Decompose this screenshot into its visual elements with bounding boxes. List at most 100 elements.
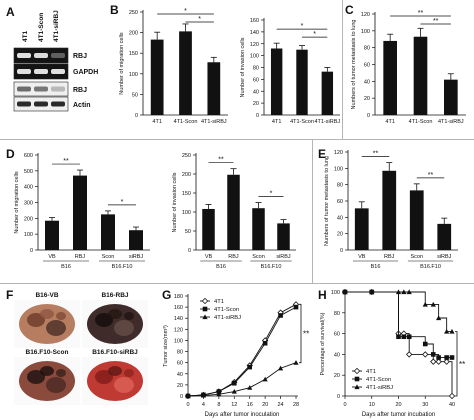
x-tick-label: 8 (217, 402, 220, 408)
lane-label: 4T1-siRBJ (53, 10, 60, 42)
data-point (444, 355, 449, 360)
data-point (422, 341, 428, 347)
y-tick-label: 40 (337, 215, 343, 221)
x-tick-label: 4 (202, 402, 205, 408)
y-tick-label: 80 (177, 350, 183, 356)
data-point (278, 313, 283, 318)
y-tick-label: 40 (253, 89, 259, 95)
data-point (406, 351, 413, 358)
y-tick-label: 120 (174, 327, 183, 333)
bar (270, 48, 283, 115)
significance-label: * (313, 31, 316, 38)
category-label: 4T1-siRBJ (314, 119, 340, 125)
bar (252, 208, 265, 250)
category-label: Scon (252, 254, 265, 260)
y-tick-label: 40 (334, 352, 340, 358)
data-point (200, 392, 207, 398)
y-tick-label: 0 (256, 113, 259, 119)
significance-label: * (121, 199, 124, 206)
data-point (406, 289, 412, 295)
category-label: 4T1 (272, 119, 281, 125)
significance-label: ** (418, 10, 424, 17)
y-tick-label: 120 (361, 12, 370, 18)
bar (207, 62, 221, 115)
significance-label: ** (428, 172, 434, 179)
y-tick-label: 0 (337, 394, 340, 400)
data-point (422, 351, 429, 358)
lung-image-label: B16.F10-siRBJ (92, 349, 138, 356)
data-point (435, 358, 442, 365)
data-point (231, 380, 237, 386)
series-line (345, 291, 452, 358)
y-tick-label: 100 (182, 210, 191, 216)
y-tick-label: 0 (135, 113, 138, 119)
bar (45, 220, 59, 250)
blot-band (51, 53, 65, 58)
category-label: 4T1 (385, 119, 394, 125)
lung-lesion (27, 370, 45, 384)
significance-label: * (270, 191, 273, 198)
data-point (216, 389, 222, 394)
y-tick-label: 100 (331, 290, 340, 296)
category-label: Scon (410, 254, 423, 260)
y-tick-label: 250 (182, 153, 191, 159)
bar (444, 79, 458, 115)
lung-lesion (124, 312, 134, 320)
y-tick-label: 20 (334, 373, 340, 379)
blot-band (34, 101, 48, 107)
category-label: siRBJ (437, 254, 452, 260)
bar (150, 39, 164, 115)
x-axis-label: Days after tumor incubation (362, 412, 435, 418)
y-tick-label: 150 (182, 191, 191, 197)
data-point (247, 364, 253, 370)
bar (413, 36, 428, 115)
y-tick-label: 40 (364, 79, 370, 85)
x-tick-label: 24 (278, 402, 284, 408)
data-point (436, 315, 442, 321)
x-tick-label: 12 (231, 402, 237, 408)
lung-lesion (114, 377, 134, 393)
bar (321, 71, 334, 115)
y-tick-label: 50 (185, 229, 191, 235)
x-axis-label: Days after tumor inoculation (205, 412, 280, 418)
bar (296, 49, 308, 115)
y-tick-label: 0 (30, 248, 33, 254)
category-label: RBJ (75, 254, 86, 260)
y-tick-label: 80 (364, 46, 370, 52)
blot-band (34, 53, 48, 58)
lung-lesion (108, 366, 122, 376)
lung-image-label: B16-VB (35, 292, 58, 299)
data-point (422, 301, 428, 307)
group-label: B16 (371, 264, 381, 270)
y-tick-label: 120 (250, 42, 259, 48)
bar (227, 174, 240, 250)
y-tick-label: 300 (24, 201, 33, 207)
x-tick-label: 0 (186, 402, 189, 408)
bar (383, 40, 397, 115)
lung-lesion (56, 369, 66, 377)
legend-marker (202, 314, 208, 320)
data-point (444, 328, 450, 334)
y-tick-label: 160 (174, 305, 183, 311)
y-axis-label: Numbers of tumor metastasis to lung (324, 156, 330, 246)
lung-lesion (56, 312, 66, 320)
significance-bracket (299, 303, 302, 364)
data-point (293, 360, 299, 365)
legend-label: 4T1 (214, 299, 224, 305)
group-label: B16.F10 (420, 264, 441, 270)
y-tick-label: 60 (337, 199, 343, 205)
lung-lesion (46, 377, 66, 393)
significance-label: ** (459, 360, 465, 369)
data-point (401, 334, 407, 340)
col-divider-mid (312, 139, 313, 283)
y-tick-label: 80 (334, 311, 340, 317)
x-tick-label: 10 (369, 402, 375, 408)
blot-band (17, 101, 31, 107)
x-tick-label: 20 (262, 402, 268, 408)
panel-letter-C: C (345, 3, 354, 17)
lung-lesion (27, 313, 45, 327)
panel-letter-A: A (6, 5, 15, 19)
category-label: siRBJ (276, 254, 291, 260)
data-point (262, 340, 268, 346)
legend-label: 4T1-siRBJ (366, 385, 393, 391)
